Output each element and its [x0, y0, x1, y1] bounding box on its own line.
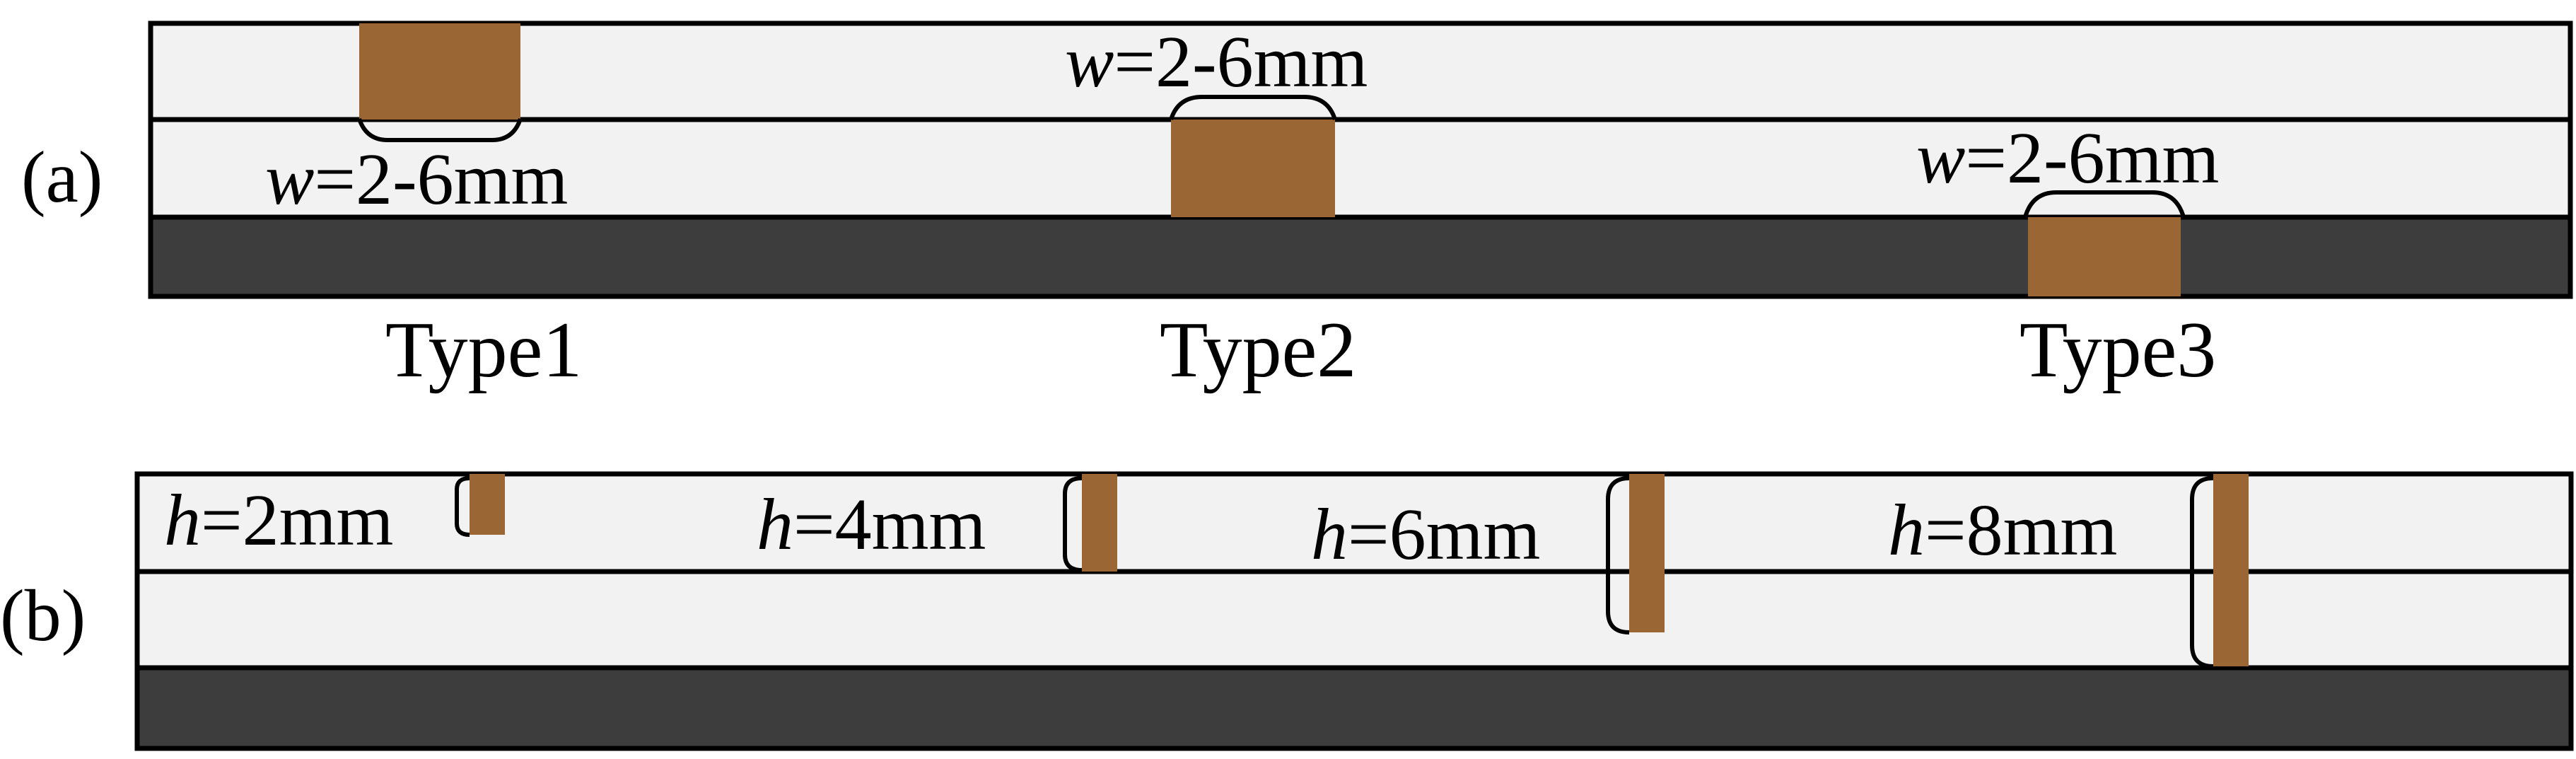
type3-defect — [2028, 217, 2181, 296]
depth-4mm-defect — [1082, 474, 1117, 572]
depth-6mm-label: h=6mm — [1311, 494, 1540, 575]
depth-8mm-value: =8mm — [1925, 489, 2117, 571]
depth-8mm-label: h=8mm — [1888, 489, 2117, 571]
type2-width-var: w — [1065, 21, 1114, 103]
depth-8mm-brace — [2190, 476, 2214, 668]
type2-defect — [1171, 120, 1335, 217]
type1-width-label: w=2-6mm — [265, 139, 568, 220]
type1-width-brace — [357, 117, 523, 142]
panel-b-middle-layer — [134, 569, 2574, 671]
type1-width-value: =2-6mm — [314, 139, 568, 220]
depth-2mm-label: h=2mm — [164, 480, 393, 561]
depth-2mm-brace — [455, 476, 470, 537]
type2-width-label: w=2-6mm — [1065, 21, 1368, 103]
depth-4mm-brace — [1063, 476, 1083, 572]
panel-b: (b) h=2mm h=4mm h=6mm h=8mm — [0, 471, 2574, 751]
depth-4mm-value: =4mm — [793, 484, 986, 565]
type2-width-brace — [1169, 95, 1337, 121]
depth-8mm-defect — [2213, 474, 2249, 666]
depth-6mm-defect — [1629, 474, 1665, 632]
type3-width-brace — [2023, 190, 2186, 218]
panel-a-top-layer — [148, 21, 2573, 122]
panel-b-substrate — [134, 665, 2574, 751]
depth-6mm-brace — [1606, 476, 1630, 635]
type3-width-value: =2-6mm — [1965, 117, 2219, 199]
type1-width-var: w — [265, 139, 314, 220]
depth-2mm-var: h — [164, 480, 201, 561]
panel-a: (a) w=2-6mm w=2-6mm w=2-6mm Type1 Type2 … — [21, 21, 2573, 394]
panel-a-middle-layer — [148, 117, 2573, 220]
depth-4mm-label: h=4mm — [757, 484, 986, 565]
depth-2mm-value: =2mm — [201, 480, 393, 561]
type1-defect — [359, 23, 520, 120]
type1-name: Type1 — [385, 306, 582, 394]
type3-name: Type3 — [2020, 306, 2216, 394]
depth-2mm-defect — [470, 474, 505, 535]
panel-a-substrate — [148, 214, 2573, 299]
panel-b-top-layer — [134, 471, 2574, 574]
type2-name: Type2 — [1160, 306, 1356, 394]
panel-b-label: (b) — [0, 575, 86, 656]
panel-a-label: (a) — [21, 137, 103, 218]
depth-8mm-var: h — [1888, 489, 1925, 571]
depth-4mm-var: h — [757, 484, 793, 565]
type3-width-label: w=2-6mm — [1916, 117, 2219, 199]
depth-6mm-value: =6mm — [1348, 494, 1540, 575]
type3-width-var: w — [1916, 117, 1965, 199]
depth-6mm-var: h — [1311, 494, 1348, 575]
type2-width-value: =2-6mm — [1114, 21, 1368, 103]
